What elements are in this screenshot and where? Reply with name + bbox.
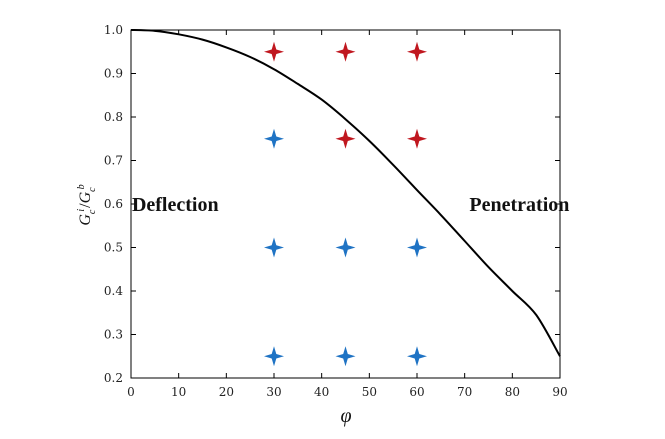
y-tick-label: 0.9	[104, 67, 123, 81]
deflection-point	[264, 346, 284, 367]
x-tick-label: 60	[409, 385, 424, 399]
y-tick-label: 0.7	[104, 154, 123, 168]
penetration-point	[407, 41, 427, 62]
boundary-curve	[130, 29, 561, 357]
x-tick-label: 80	[505, 385, 520, 399]
y-axis: 0.2 0.3 0.4 0.5 0.6 0.7 0.8 0.9 1.0	[104, 23, 560, 385]
region-labels: Deflection Penetration	[132, 194, 569, 216]
region-label-deflection: Deflection	[132, 194, 219, 216]
y-tick-label: 0.2	[104, 371, 123, 385]
penetration-point	[335, 128, 356, 149]
deflection-point	[407, 237, 427, 258]
deflection-point	[264, 237, 284, 258]
penetration-point	[407, 128, 427, 149]
y-axis-title-main: G	[77, 214, 94, 226]
x-axis-title: φ	[340, 405, 351, 427]
y-axis-title-main2: G	[77, 191, 94, 203]
x-tick-label: 30	[266, 385, 281, 399]
x-axis: 0 10 20 30 40 50 60 70 80 90	[127, 30, 568, 399]
x-tick-label: 90	[552, 385, 567, 399]
x-tick-label: 20	[219, 385, 234, 399]
deflection-point	[335, 237, 356, 258]
boundary-curve-group	[130, 29, 561, 357]
data-points	[264, 41, 427, 367]
x-tick-label: 40	[314, 385, 329, 399]
deflection-point	[264, 128, 284, 149]
x-tick-label: 10	[171, 385, 186, 399]
y-axis-title-sup2: b	[76, 184, 87, 189]
deflection-point	[335, 346, 356, 367]
y-axis-title-sup1: i	[76, 209, 87, 212]
y-axis-title-sub2: c	[87, 187, 98, 192]
y-tick-label: 0.6	[104, 197, 123, 211]
x-tick-label: 70	[457, 385, 472, 399]
x-tick-label: 0	[127, 385, 135, 399]
y-tick-label: 0.3	[104, 328, 123, 342]
penetration-point	[335, 41, 356, 62]
region-label-penetration: Penetration	[469, 194, 569, 216]
y-tick-label: 0.5	[104, 241, 123, 255]
deflection-point	[407, 346, 427, 367]
y-tick-label: 1.0	[104, 23, 123, 37]
penetration-point	[264, 41, 284, 62]
y-axis-title-sub1: c	[87, 209, 98, 214]
y-axis-title-slash: /	[77, 203, 94, 208]
y-tick-label: 0.4	[104, 284, 123, 298]
y-tick-label: 0.8	[104, 110, 123, 124]
y-axis-title: Gci/Gcb	[76, 184, 98, 225]
x-tick-label: 50	[362, 385, 377, 399]
